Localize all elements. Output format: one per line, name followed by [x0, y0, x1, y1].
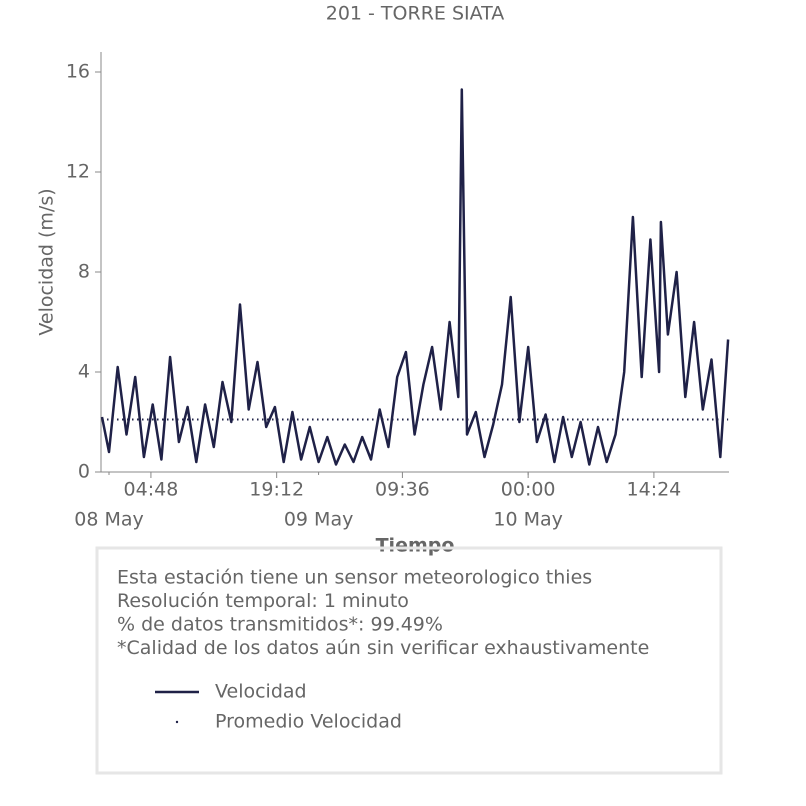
x-tick-label: 14:24	[627, 479, 682, 501]
legend-box	[95, 546, 723, 775]
y-tick-label: 16	[66, 61, 90, 83]
line-velocidad	[100, 88, 730, 466]
y-tick-label: 0	[78, 461, 90, 483]
legend-swatch-dot	[175, 720, 179, 724]
y-axis-label: Velocidad (m/s)	[36, 188, 58, 335]
info-text: % de datos transmitidos*: 99.49%	[117, 614, 443, 636]
date-tick-label: 09 May	[284, 509, 354, 531]
info-text: Resolución temporal: 1 minuto	[117, 590, 409, 612]
chart-title: 201 - TORRE SIATA	[326, 3, 505, 25]
legend-label: Velocidad	[215, 681, 307, 703]
date-tick-label: 08 May	[74, 509, 144, 531]
x-tick-label: 00:00	[501, 479, 556, 501]
info-text: *Calidad de los datos aún sin verificar …	[117, 637, 649, 659]
info-text: Esta estación tiene un sensor meteorolog…	[117, 567, 592, 589]
legend-label: Promedio Velocidad	[215, 711, 402, 733]
x-tick-label: 04:48	[124, 479, 179, 501]
date-tick-label: 10 May	[493, 509, 563, 531]
x-tick-label: 09:36	[375, 479, 430, 501]
x-tick-label: 19:12	[249, 479, 304, 501]
y-tick-label: 12	[66, 161, 90, 183]
x-axis-label: Tiempo	[376, 535, 455, 557]
y-tick-label: 8	[78, 261, 90, 283]
y-tick-label: 4	[78, 361, 90, 383]
